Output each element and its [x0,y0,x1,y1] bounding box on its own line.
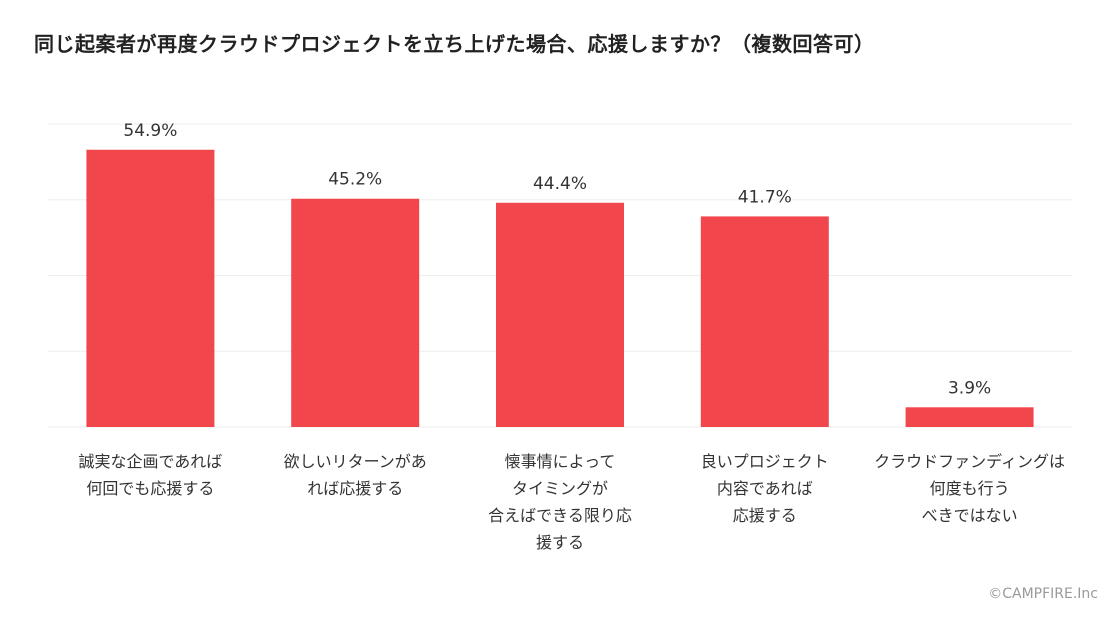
category-label: 何度も行う [930,479,1010,498]
data-label: 45.2% [328,170,382,190]
bar [86,149,215,427]
bar [905,407,1034,427]
category-label: 応援する [733,506,797,525]
chart-title: 同じ起案者が再度クラウドプロジェクトを立ち上げた場合、応援しますか？（複数回答可… [34,32,875,56]
data-label: 54.9% [123,121,177,141]
category-label: 欲しいリターンがあ [284,452,427,471]
category-label: れば応援する [307,479,403,498]
data-label: 41.7% [738,187,792,207]
category-label: 誠実な企画であれば [78,452,222,471]
data-label: 3.9% [948,378,991,398]
category-label: 何回でも応援する [86,479,214,498]
bar [700,216,829,427]
category-label: 良いプロジェクト [701,452,829,471]
category-label: 内容であれば [717,479,813,498]
category-label: タイミングが [512,479,608,498]
category-label: べきではない [922,506,1018,525]
bars [86,149,1034,427]
copyright-credit: ©CAMPFIRE.Inc [988,586,1098,602]
category-label: 懐事情によって [505,452,616,471]
category-label: クラウドファンディングは [874,452,1065,471]
value-labels: 54.9% 45.2% 44.4% 41.7% 3.9% [123,121,991,399]
data-label: 44.4% [533,174,587,194]
category-label: 合えばできる限り応 [488,506,632,525]
bar [291,198,420,427]
bar [496,202,624,427]
category-label: 援する [536,533,584,552]
